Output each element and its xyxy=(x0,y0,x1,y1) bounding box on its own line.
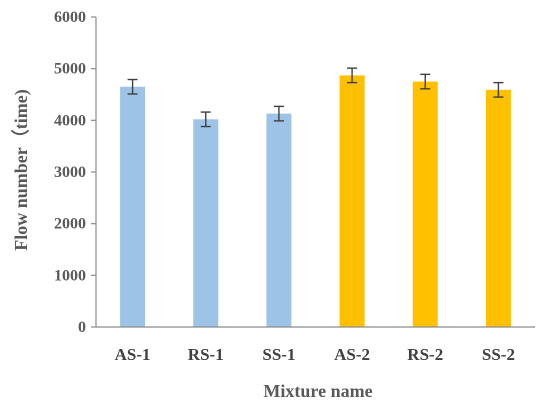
x-tick-label: AS-1 xyxy=(115,345,151,364)
y-tick-label: 1000 xyxy=(54,267,86,284)
bars-group xyxy=(120,75,511,327)
x-axis-labels: AS-1 RS-1 SS-1 AS-2 RS-2 SS-2 xyxy=(115,345,515,364)
x-tick-label: RS-2 xyxy=(407,345,443,364)
y-axis-ticks: 0 1000 2000 3000 4000 5000 6000 xyxy=(54,9,96,336)
bar-rs-2 xyxy=(412,81,438,327)
error-bar-rs-1 xyxy=(200,111,211,128)
y-axis-title: Flow number（time) xyxy=(11,89,32,250)
x-tick-label: AS-2 xyxy=(334,345,370,364)
bar-rs-1 xyxy=(193,119,219,327)
y-tick-label: 6000 xyxy=(54,9,86,26)
bar-ss-1 xyxy=(266,113,292,327)
bar-ss-2 xyxy=(485,89,511,327)
x-axis-title: Mixture name xyxy=(263,381,372,401)
y-tick-label: 0 xyxy=(78,319,86,336)
error-bar-as-1 xyxy=(127,78,138,95)
error-bar-ss-1 xyxy=(273,105,284,122)
x-tick-label: SS-1 xyxy=(262,345,295,364)
y-tick-label: 3000 xyxy=(54,164,86,181)
bar-as-2 xyxy=(339,75,365,327)
bar-as-1 xyxy=(120,86,146,327)
y-tick-label: 2000 xyxy=(54,216,86,233)
error-bar-rs-2 xyxy=(420,73,431,90)
y-tick-label: 5000 xyxy=(54,61,86,78)
error-bars-group xyxy=(127,67,504,128)
x-tick-label: SS-2 xyxy=(482,345,515,364)
y-tick-label: 4000 xyxy=(54,112,86,129)
x-tick-label: RS-1 xyxy=(188,345,224,364)
error-bar-as-2 xyxy=(347,67,358,84)
error-bar-ss-2 xyxy=(493,81,504,98)
